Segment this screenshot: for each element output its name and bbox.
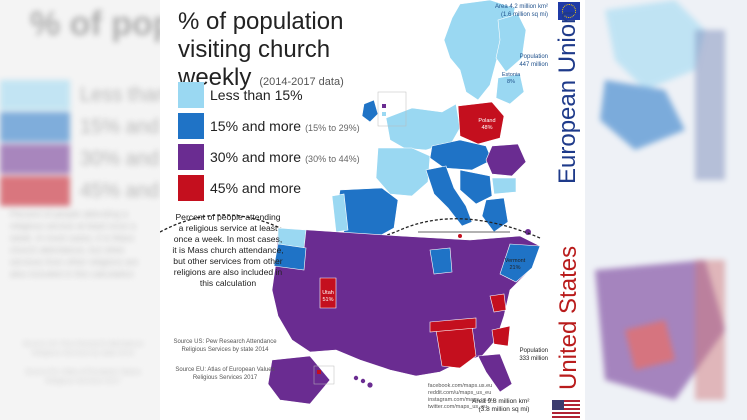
- label-poland: Poland 48%: [478, 118, 496, 131]
- link-facebook[interactable]: facebook.com/maps.us.eu: [428, 383, 493, 389]
- link-instagram[interactable]: instagram.com/maps.us.eu: [428, 397, 495, 403]
- eu-flag-icon: [558, 2, 580, 20]
- legend-label-high: 30% and more (30% to 44%): [210, 149, 360, 165]
- ghost-swatch-purple: [0, 144, 70, 174]
- ghost-description: Percent of people attending a religious …: [10, 209, 139, 279]
- infographic-panel: % of population visiting church weekly (2…: [160, 0, 585, 420]
- us-inset-box: [313, 365, 335, 385]
- ghost-source-eu: Source EU: Atlas of European Values Reli…: [25, 369, 141, 385]
- eu-inset-swatch-2: [382, 112, 386, 116]
- region-florida: [477, 353, 513, 393]
- us-flag-icon: [552, 400, 580, 418]
- legend-swatch-top: [178, 175, 204, 201]
- left-blurred-background: % of population visiting church weekly L…: [0, 0, 160, 420]
- us-population-info: Population 333 million: [519, 348, 548, 362]
- region-hawaii-1: [353, 375, 359, 381]
- label-vermont: Vermont 21%: [504, 258, 526, 271]
- social-links: facebook.com/maps.us.eu reddit.com/u/map…: [428, 383, 494, 411]
- right-blurred-background: [585, 0, 747, 420]
- region-romania: [485, 143, 527, 177]
- ghost-title-line-1: % of population visiting church weekly: [30, 5, 160, 43]
- source-eu: Source EU: Atlas of European Values Reli…: [175, 367, 275, 381]
- legend-swatch-high: [178, 144, 204, 170]
- usa-map: [267, 227, 541, 405]
- ghost-swatch-light: [0, 80, 70, 110]
- eu-inset-swatch-1: [382, 104, 386, 108]
- region-south-carolina: [491, 325, 511, 347]
- region-tennessee: [429, 317, 477, 333]
- description-text: Percent of people attending a religious …: [172, 212, 284, 288]
- link-reddit[interactable]: reddit.com/u/maps_us_eu: [428, 390, 492, 396]
- region-deep-south: [435, 325, 477, 369]
- ghost-label-blue: 15% and more: [80, 116, 160, 138]
- region-wisconsin: [429, 247, 453, 275]
- ghost-swatch-blue: [0, 112, 70, 142]
- region-central-west: [385, 103, 461, 151]
- ghost-label-light: Less than 15%: [80, 84, 160, 106]
- region-portugal: [331, 193, 349, 233]
- region-greece: [481, 197, 509, 233]
- ghost-label-purple: 30% and more: [80, 148, 160, 170]
- map-canvas: [160, 0, 541, 405]
- right-blur-map: [595, 0, 725, 400]
- region-balkans: [459, 169, 493, 205]
- title-subtitle: (2014-2017 data): [259, 76, 344, 88]
- us-area-info: Area 9.8 million km² (3.8 million sq mi): [472, 398, 530, 413]
- source-us: Source US: Pew Research Attendance Relig…: [173, 339, 277, 353]
- region-central-east: [429, 139, 493, 171]
- region-utah: [319, 277, 337, 309]
- region-bulgaria: [491, 177, 517, 195]
- ghost-source-us: Source US: Pew Research Attendance Relig…: [22, 341, 144, 357]
- region-baltics: [495, 73, 525, 105]
- region-ireland: [361, 99, 379, 123]
- region-italy: [425, 165, 473, 227]
- ghost-label-red: 45% and more: [80, 180, 160, 202]
- ghost-swatch-red: [0, 176, 70, 206]
- label-estonia: Estonia 8%: [501, 72, 521, 85]
- eu-area-info: Area 4.2 million km² (1.6 million sq mi): [494, 4, 548, 18]
- region-oregon: [273, 243, 307, 271]
- region-hawaii-2: [360, 378, 366, 384]
- legend-label-top: 45% and more: [210, 180, 302, 196]
- page-title: % of population visiting church weekly (2…: [178, 8, 418, 96]
- label-utah: Utah 51%: [322, 290, 334, 303]
- eu-population-info: Population 447 million: [519, 54, 548, 68]
- region-hawaii-3: [367, 382, 373, 388]
- region-scandinavia: [443, 0, 516, 101]
- eu-vertical-label: European Union: [554, 10, 581, 184]
- region-west-virginia: [489, 293, 507, 313]
- legend-label-mid: 15% and more (15% to 29%): [210, 118, 360, 134]
- legend-swatch-low: [178, 82, 204, 108]
- region-alaska: [267, 355, 331, 405]
- region-northeast: [499, 243, 541, 283]
- legend-swatch-mid: [178, 113, 204, 139]
- europe-map: [331, 0, 531, 241]
- us-vertical-label: United States: [555, 245, 582, 390]
- region-poland: [457, 101, 505, 145]
- link-twitter[interactable]: twitter.com/maps_us_eu: [428, 404, 488, 410]
- legend-label-low: Less than 15%: [210, 87, 303, 103]
- region-malta: [458, 234, 462, 238]
- us-inset-swatch: [317, 370, 321, 374]
- region-finland: [495, 13, 527, 73]
- title-text: % of population visiting church weekly: [178, 8, 344, 91]
- region-france: [375, 147, 431, 197]
- eu-inset-box: [377, 91, 407, 127]
